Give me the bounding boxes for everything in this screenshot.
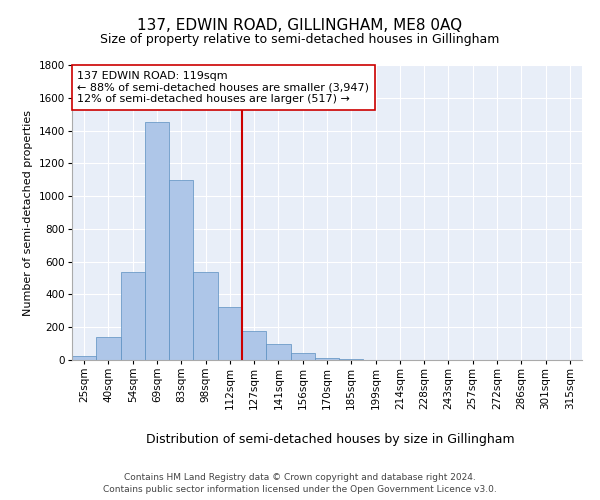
Text: Size of property relative to semi-detached houses in Gillingham: Size of property relative to semi-detach… (100, 32, 500, 46)
Bar (242, 332, 266, 360)
Bar (193, 272, 218, 360)
Bar (145, 122, 169, 360)
Text: Contains public sector information licensed under the Open Government Licence v3: Contains public sector information licen… (103, 485, 497, 494)
Bar (290, 352, 315, 360)
Bar (339, 359, 364, 360)
Bar (121, 272, 145, 360)
Bar (169, 180, 193, 360)
Bar (315, 358, 339, 360)
Text: Distribution of semi-detached houses by size in Gillingham: Distribution of semi-detached houses by … (146, 432, 514, 446)
Bar (72, 356, 96, 360)
Text: Contains HM Land Registry data © Crown copyright and database right 2024.: Contains HM Land Registry data © Crown c… (124, 472, 476, 482)
Bar (96, 337, 121, 360)
Text: 137, EDWIN ROAD, GILLINGHAM, ME8 0AQ: 137, EDWIN ROAD, GILLINGHAM, ME8 0AQ (137, 18, 463, 32)
Text: 137 EDWIN ROAD: 119sqm
← 88% of semi-detached houses are smaller (3,947)
12% of : 137 EDWIN ROAD: 119sqm ← 88% of semi-det… (77, 71, 369, 104)
Bar (266, 344, 290, 360)
Bar (218, 306, 242, 360)
Y-axis label: Number of semi-detached properties: Number of semi-detached properties (23, 110, 33, 316)
